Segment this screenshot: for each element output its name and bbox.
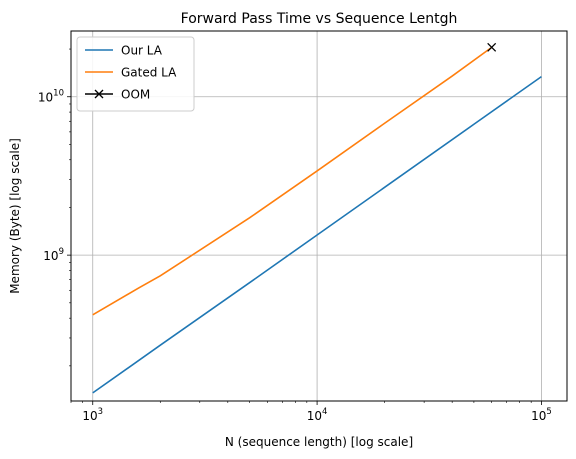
legend-entry-oom: OOM — [85, 88, 150, 102]
y-tick-label: 1010 — [38, 89, 64, 105]
legend-label: OOM — [121, 88, 150, 102]
chart-title: Forward Pass Time vs Sequence Lentgh — [181, 11, 458, 27]
legend: Our LA Gated LA OOM — [76, 36, 195, 112]
y-tick-label: 109 — [43, 247, 64, 263]
data-point-oom — [487, 42, 497, 52]
legend-entry-gated-la: Gated LA — [85, 66, 177, 80]
ticks: 103 104 105 109 1010 — [38, 48, 552, 423]
plot-frame — [70, 30, 568, 402]
y-axis-label: Memory (Byte) [log scale] — [8, 138, 22, 294]
x-axis-label: N (sequence length) [log scale] — [225, 435, 413, 449]
series-layer — [92, 42, 542, 394]
series-line-our-la — [92, 75, 542, 394]
legend-entry-our-la: Our LA — [85, 44, 163, 58]
x-tick-label: 103 — [82, 407, 103, 423]
legend-label: Our LA — [121, 44, 163, 58]
x-tick-label: 104 — [307, 407, 328, 423]
legend-box — [76, 36, 195, 112]
series-line-gated-la — [92, 46, 493, 316]
x-tick-label: 105 — [531, 407, 552, 423]
legend-label: Gated LA — [121, 66, 177, 80]
